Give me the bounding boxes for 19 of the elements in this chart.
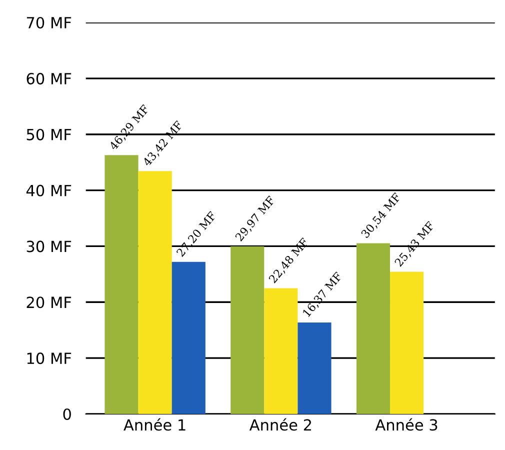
bar bbox=[230, 246, 264, 414]
y-tick-label: 50 MF bbox=[26, 128, 72, 140]
bar bbox=[264, 288, 298, 414]
y-tick-label: 20 MF bbox=[26, 296, 72, 308]
x-tick-label: Année 3 bbox=[375, 418, 438, 431]
x-tick-label: Année 2 bbox=[249, 418, 311, 431]
bar bbox=[104, 155, 138, 414]
y-tick-label: 70 MF bbox=[26, 16, 72, 29]
x-tick-label: Année 1 bbox=[124, 418, 186, 431]
bar bbox=[172, 262, 206, 414]
bar bbox=[138, 171, 172, 414]
bar bbox=[390, 272, 424, 414]
y-tick-label: 40 MF bbox=[26, 184, 72, 196]
y-tick-label: 60 MF bbox=[26, 72, 72, 84]
bar bbox=[298, 322, 332, 414]
bar bbox=[356, 243, 390, 414]
y-tick-label: 30 MF bbox=[26, 240, 72, 252]
y-tick-label: 0 bbox=[63, 408, 71, 420]
y-tick-label: 10 MF bbox=[27, 352, 72, 364]
